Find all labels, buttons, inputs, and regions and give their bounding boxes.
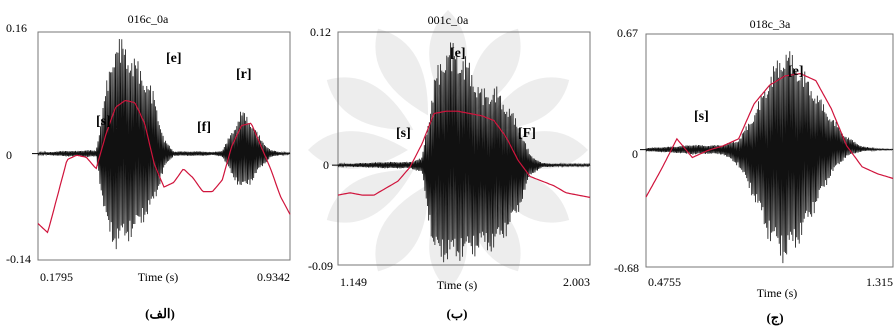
x-tick-label-end: 0.9342 [257, 270, 290, 284]
plot-frame [37, 31, 291, 261]
watermark-petal [326, 169, 414, 223]
figure-label: (الف) [145, 306, 175, 321]
watermark-petal [375, 184, 429, 272]
figure-label: (ج) [766, 310, 783, 326]
x-tick-label-start: 1.149 [340, 275, 367, 289]
chart-title: 016c_0a [128, 12, 169, 26]
waveform-line [37, 38, 291, 250]
y-tick-label-top: 0.67 [617, 26, 638, 40]
y-tick-label-bottom: -0.09 [308, 259, 333, 273]
x-tick-label-start: 0.4755 [648, 275, 681, 289]
segment-label-s: [s] [96, 114, 111, 129]
chart-title: 001c_0a [428, 13, 469, 27]
y-tick-label-zero: 0 [6, 148, 12, 162]
segment-label-e: [e] [166, 51, 182, 66]
pitch-contour-line [37, 99, 291, 234]
segment-label-f: [f] [197, 120, 211, 135]
figure-label: (ب) [447, 306, 468, 321]
segment-label-s: [s] [694, 109, 709, 124]
waveform-line [337, 42, 591, 263]
plot-frame [337, 31, 591, 266]
watermark-petal [308, 131, 408, 169]
y-tick-label-zero: 0 [323, 158, 329, 172]
x-tick-label-end: 2.003 [563, 275, 590, 289]
y-tick-label-zero: 0 [632, 147, 638, 161]
panel-2: 001c_0a 0.12 0 -0.09 1.149 Time (s) 2.00… [308, 13, 591, 321]
y-tick-label-top: 0.12 [310, 25, 331, 39]
x-tick-label-start: 0.1795 [40, 270, 73, 284]
watermark-petal [375, 28, 429, 116]
plot-data [640, 51, 894, 264]
y-tick-label-bottom: -0.68 [614, 261, 639, 275]
panel-1: 016c_0a 0.16 0 -0.14 0.1795 Time (s) 0.9… [6, 12, 291, 321]
plot-data [332, 42, 591, 263]
segment-label-e: [e] [788, 64, 804, 79]
panel-3: 018c_3a 0.67 0 -0.68 0.4755 Time (s) 1.3… [614, 17, 894, 326]
watermark-petal [326, 77, 414, 131]
x-axis-label: Time (s) [757, 286, 798, 300]
x-axis-label: Time (s) [138, 270, 179, 284]
plot-data [32, 38, 291, 250]
waveform-line [645, 51, 894, 264]
y-tick-label-top: 0.16 [6, 21, 27, 35]
y-tick-label-bottom: -0.14 [6, 252, 31, 266]
segment-label-F: [F] [518, 126, 536, 141]
x-tick-label-end: 1.315 [866, 275, 893, 289]
pitch-contour-line [645, 72, 894, 198]
segment-label-r: [r] [236, 67, 252, 82]
pitch-contour-line [337, 110, 591, 198]
segment-label-e: [e] [450, 46, 466, 61]
segment-label-s: [s] [396, 126, 411, 141]
chart-title: 018c_3a [750, 17, 791, 31]
x-axis-label: Time (s) [437, 278, 478, 292]
plot-frame [645, 33, 894, 268]
watermark-petal [467, 28, 521, 116]
